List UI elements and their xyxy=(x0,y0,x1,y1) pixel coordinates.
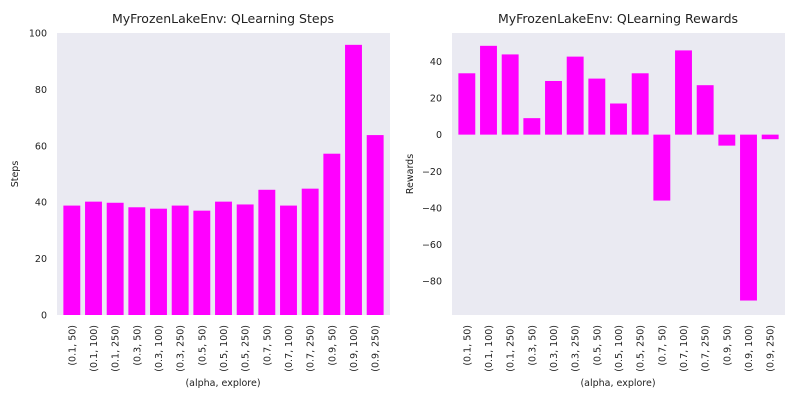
steps-bar xyxy=(215,201,232,315)
rewards-x-tick-label: (0.5, 100) xyxy=(614,325,625,372)
rewards-x-tick-label: (0.3, 250) xyxy=(571,325,582,372)
steps-x-tick-label: (0.7, 100) xyxy=(284,325,295,372)
steps-bar xyxy=(366,135,384,315)
rewards-bar xyxy=(545,80,562,135)
rewards-bar xyxy=(653,134,671,201)
rewards-x-tick-label: (0.7, 100) xyxy=(679,325,690,372)
steps-x-tick-label: (0.5, 250) xyxy=(241,325,252,372)
rewards-bar xyxy=(761,134,779,140)
rewards-bar xyxy=(458,73,476,135)
rewards-x-tick-label: (0.9, 250) xyxy=(766,325,777,372)
rewards-bar xyxy=(675,50,692,135)
steps-y-tick-label: 80 xyxy=(35,85,47,96)
steps-bars xyxy=(63,44,384,316)
rewards-x-tick-label: (0.1, 50) xyxy=(462,325,473,366)
rewards-y-tick-label: 20 xyxy=(430,94,442,105)
rewards-x-tick-label: (0.3, 50) xyxy=(527,325,538,366)
steps-y-tick-label: 60 xyxy=(35,141,47,152)
rewards-x-tick-label: (0.9, 100) xyxy=(744,325,755,372)
steps-chart-title: MyFrozenLakeEnv: QLearning Steps xyxy=(112,11,334,26)
steps-bar xyxy=(171,205,189,315)
rewards-bar xyxy=(610,103,627,135)
rewards-bar xyxy=(566,56,584,135)
steps-bar xyxy=(345,44,362,316)
rewards-bar xyxy=(740,134,757,301)
steps-x-tick-label: (0.9, 50) xyxy=(327,325,338,366)
steps-bar xyxy=(323,153,341,315)
steps-bar xyxy=(301,188,319,315)
rewards-bar xyxy=(480,45,497,135)
rewards-x-tick-label: (0.3, 100) xyxy=(549,325,560,372)
rewards-x-tick-label: (0.1, 100) xyxy=(484,325,495,372)
rewards-x-tick-label: (0.7, 50) xyxy=(657,325,668,366)
steps-bar xyxy=(236,204,254,315)
rewards-y-tick-label: −60 xyxy=(422,240,442,251)
steps-x-tick-label: (0.7, 250) xyxy=(306,325,317,372)
rewards-y-ticks: −80 −60 −40 −20 0 20 40 xyxy=(422,57,442,288)
steps-bar xyxy=(63,205,81,315)
steps-x-tick-label: (0.9, 250) xyxy=(371,325,382,372)
rewards-x-tick-label: (0.7, 250) xyxy=(701,325,712,372)
rewards-x-axis-label: (alpha, explore) xyxy=(580,378,655,389)
steps-bar xyxy=(85,201,102,315)
steps-x-tick-label: (0.3, 250) xyxy=(176,325,187,372)
rewards-x-tick-label: (0.5, 250) xyxy=(636,325,647,372)
steps-x-tick-label: (0.3, 50) xyxy=(132,325,143,366)
steps-y-tick-label: 100 xyxy=(29,29,47,40)
steps-x-ticks: (0.1, 50) (0.1, 100) (0.1, 250) (0.3, 50) (0… xyxy=(67,325,381,372)
steps-x-tick-label: (0.1, 100) xyxy=(89,325,100,372)
rewards-y-tick-label: −40 xyxy=(422,203,442,214)
rewards-y-axis-label: Rewards xyxy=(405,154,416,194)
steps-bar xyxy=(258,189,276,315)
rewards-y-tick-label: 0 xyxy=(436,130,442,141)
steps-x-tick-label: (0.3, 100) xyxy=(154,325,165,372)
rewards-bar xyxy=(501,54,519,135)
steps-y-tick-label: 0 xyxy=(41,311,47,322)
steps-x-tick-label: (0.5, 50) xyxy=(197,325,208,366)
rewards-bars xyxy=(458,45,779,301)
steps-x-tick-label: (0.5, 100) xyxy=(219,325,230,372)
rewards-x-ticks: (0.1, 50) (0.1, 100) (0.1, 250) (0.3, 50) (0… xyxy=(462,325,776,372)
steps-y-tick-label: 40 xyxy=(35,198,47,209)
steps-bar xyxy=(150,208,167,315)
steps-bar xyxy=(128,207,146,315)
rewards-y-tick-label: 40 xyxy=(430,57,442,68)
rewards-y-tick-label: −20 xyxy=(422,167,442,178)
rewards-bar xyxy=(588,78,606,135)
rewards-bar xyxy=(523,118,541,135)
steps-chart: 0 20 40 60 80 100 (0.1, 50) (0.1, 100) (0.1, 25… xyxy=(10,11,390,389)
rewards-bar xyxy=(696,85,714,135)
rewards-x-tick-label: (0.5, 50) xyxy=(592,325,603,366)
steps-y-ticks: 0 20 40 60 80 100 xyxy=(29,29,47,322)
steps-y-axis-label: Steps xyxy=(10,161,21,188)
steps-y-tick-label: 20 xyxy=(35,254,47,265)
steps-x-tick-label: (0.1, 50) xyxy=(67,325,78,366)
steps-bar xyxy=(280,205,297,315)
rewards-bar xyxy=(631,73,649,135)
rewards-chart-title: MyFrozenLakeEnv: QLearning Rewards xyxy=(498,11,738,26)
steps-bar xyxy=(193,210,211,315)
steps-bar xyxy=(106,202,124,315)
steps-x-tick-label: (0.9, 100) xyxy=(349,325,360,372)
rewards-bar xyxy=(718,134,736,146)
rewards-x-tick-label: (0.1, 250) xyxy=(506,325,517,372)
rewards-y-tick-label: −80 xyxy=(422,277,442,288)
steps-x-tick-label: (0.7, 50) xyxy=(262,325,273,366)
rewards-x-tick-label: (0.9, 50) xyxy=(722,325,733,366)
steps-x-tick-label: (0.1, 250) xyxy=(111,325,122,372)
steps-x-axis-label: (alpha, explore) xyxy=(185,378,260,389)
